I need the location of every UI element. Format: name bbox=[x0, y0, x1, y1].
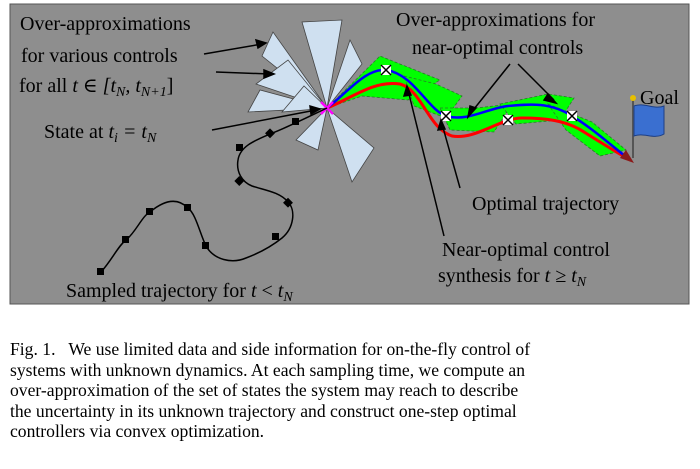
figure-caption: Fig. 1. We use limited data and side inf… bbox=[10, 339, 690, 442]
label-over-approx-various-3: for all t ∈ [tN, tN+1] bbox=[19, 75, 173, 100]
label-state-at: State at ti = tN bbox=[44, 121, 157, 146]
caption-line: Fig. 1. We use limited data and side inf… bbox=[10, 339, 531, 359]
label-sampled-trajectory: Sampled trajectory for t < tN bbox=[66, 280, 293, 305]
goal-flag-icon bbox=[630, 95, 665, 158]
label-near-optimal-1: Near-optimal control bbox=[442, 239, 610, 261]
caption-line: systems with unknown dynamics. At each s… bbox=[10, 359, 526, 380]
figure: Over-approximations for various controls… bbox=[9, 3, 690, 305]
caption-line: the uncertainty in its unknown trajector… bbox=[10, 400, 517, 421]
sample-x-markers bbox=[380, 64, 578, 126]
sampled-trajectory-markers bbox=[97, 118, 299, 275]
label-goal: Goal bbox=[640, 87, 679, 109]
caption-line: over-approximation of the set of states … bbox=[10, 380, 519, 401]
label-over-approx-various-2: for various controls bbox=[21, 45, 178, 67]
over-approximation-triangles bbox=[247, 19, 375, 183]
label-over-approx-near-1: Over-approximations for bbox=[396, 9, 595, 31]
label-over-approx-various-1: Over-approximations bbox=[20, 13, 191, 35]
label-over-approx-near-2: near-optimal controls bbox=[412, 37, 583, 59]
trajectory-arrowhead bbox=[620, 150, 634, 163]
caption-line: controllers via convex optimization. bbox=[10, 421, 265, 442]
optimal-trajectory-red bbox=[326, 81, 631, 162]
label-optimal-trajectory: Optimal trajectory bbox=[472, 193, 619, 215]
label-near-optimal-2: synthesis for t ≥ tN bbox=[438, 265, 587, 290]
annotation-arrows bbox=[203, 38, 559, 237]
